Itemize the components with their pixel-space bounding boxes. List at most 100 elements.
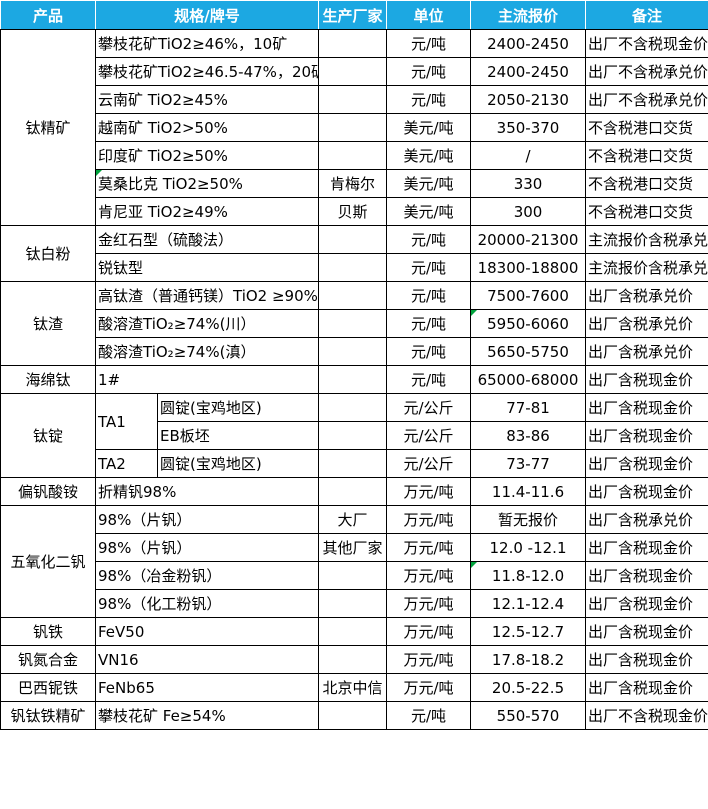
note-cell: 不含税港口交货 <box>585 113 708 142</box>
table-row: EB板坯 元/公斤 83-86 出厂含税现金价 <box>1 421 708 450</box>
unit-cell: 元/吨 <box>386 309 472 338</box>
price-cell: 20.5-22.5 <box>470 673 587 702</box>
table-row: 钛渣 高钛渣（普通钙镁）TiO2 ≥90% 元/吨 7500-7600 出厂含税… <box>0 281 708 366</box>
spec-cell: 越南矿 TiO2>50% <box>94 113 320 142</box>
spec-cell: 98%（冶金粉钒） <box>94 561 320 590</box>
table-row: 98%（化工粉钒） 万元/吨 12.1-12.4 出厂含税现金价 <box>1 589 708 618</box>
grade-cell: TA2 <box>95 449 158 478</box>
price-cell: 12.0 -12.1 <box>470 533 587 562</box>
table-row: 五氧化二钒 98%（片钒） 大厂 万元/吨 暂无报价 出厂含税承兑价 <box>0 505 708 618</box>
maker-cell <box>318 477 388 506</box>
table-row: 海绵钛 1# 元/吨 65000-68000 出厂含税现金价 <box>0 365 708 394</box>
note-cell: 出厂不含税现金价 <box>585 29 708 58</box>
maker-cell <box>318 645 388 674</box>
unit-cell: 元/公斤 <box>386 449 472 478</box>
note-cell: 出厂含税现金价 <box>585 365 708 394</box>
maker-cell: 北京中信 <box>318 673 388 702</box>
spec-cell: 98%（片钒） <box>94 505 320 534</box>
product-cell: 钛白粉 <box>0 225 96 282</box>
maker-cell <box>318 449 388 478</box>
note-cell: 出厂含税现金价 <box>585 561 708 590</box>
table-row: 98%（冶金粉钒） 万元/吨 11.8-12.0 出厂含税现金价 <box>1 561 708 590</box>
price-cell: 7500-7600 <box>470 281 587 310</box>
maker-cell <box>318 393 388 422</box>
table-row: 巴西铌铁 FeNb65 北京中信 万元/吨 20.5-22.5 出厂含税现金价 <box>0 673 708 702</box>
price-cell: 73-77 <box>470 449 587 478</box>
note-cell: 出厂不含税承兑价 <box>585 57 708 86</box>
unit-cell: 元/吨 <box>386 29 472 58</box>
price-text: 11.8-12.0 <box>491 566 565 585</box>
maker-cell <box>318 225 388 254</box>
table-row: 肯尼亚 TiO2≥49% 贝斯 美元/吨 300 不含税港口交货 <box>1 197 708 226</box>
maker-cell: 肯梅尔 <box>318 169 388 198</box>
unit-cell: 元/吨 <box>386 365 472 394</box>
form-cell: EB板坯 <box>156 421 320 450</box>
note-cell: 主流报价含税承兑 <box>585 225 708 254</box>
maker-cell <box>318 85 388 114</box>
header-spec: 规格/牌号 <box>94 0 320 30</box>
note-cell: 出厂含税现金价 <box>585 533 708 562</box>
note-cell: 不含税港口交货 <box>585 197 708 226</box>
spec-cell: VN16 <box>94 645 320 674</box>
price-cell: 350-370 <box>470 113 587 142</box>
table-row: 锐钛型 元/吨 18300-18800 主流报价含税承兑 <box>1 253 708 282</box>
note-cell: 出厂含税现金价 <box>585 617 708 646</box>
table-row: 酸溶渣TiO₂≥74%(川） 元/吨 5950-6060 出厂含税承兑价 <box>1 309 708 338</box>
price-cell: 550-570 <box>470 701 587 730</box>
table-row: 98%（片钒） 其他厂家 万元/吨 12.0 -12.1 出厂含税现金价 <box>1 533 708 562</box>
maker-cell <box>318 141 388 170</box>
spec-cell: 云南矿 TiO2≥45% <box>94 85 320 114</box>
header-row: 产品 规格/牌号 生产厂家 单位 主流报价 备注 <box>0 0 708 30</box>
maker-cell <box>318 29 388 58</box>
spec-cell: 肯尼亚 TiO2≥49% <box>94 197 320 226</box>
product-cell: 偏钒酸铵 <box>0 477 96 506</box>
unit-cell: 元/吨 <box>386 57 472 86</box>
note-cell: 出厂含税现金价 <box>585 449 708 478</box>
spec-cell: 攀枝花矿TiO2≥46.5-47%，20矿 <box>94 57 320 86</box>
comment-flag-icon <box>96 170 102 176</box>
spec-cell: 酸溶渣TiO₂≥74%(川） <box>94 309 320 338</box>
note-cell: 出厂含税承兑价 <box>585 281 708 310</box>
unit-cell: 万元/吨 <box>386 561 472 590</box>
table-row: 印度矿 TiO2≥50% 美元/吨 / 不含税港口交货 <box>1 141 708 170</box>
table-row: 攀枝花矿TiO2≥46.5-47%，20矿 元/吨 2400-2450 出厂不含… <box>1 57 708 86</box>
unit-cell: 元/吨 <box>386 85 472 114</box>
price-cell: 17.8-18.2 <box>470 645 587 674</box>
table-row: TA2 圆锭(宝鸡地区) 元/公斤 73-77 出厂含税现金价 <box>1 449 708 478</box>
note-cell: 不含税港口交货 <box>585 169 708 198</box>
unit-cell: 元/公斤 <box>386 421 472 450</box>
note-cell: 出厂含税现金价 <box>585 421 708 450</box>
spec-text: 莫桑比克 TiO2≥50% <box>98 175 243 193</box>
price-cell: 12.1-12.4 <box>470 589 587 618</box>
spec-cell: 高钛渣（普通钙镁）TiO2 ≥90% <box>94 281 320 310</box>
comment-flag-icon <box>471 310 478 316</box>
price-cell: / <box>470 141 587 170</box>
unit-cell: 元/吨 <box>386 337 472 366</box>
unit-cell: 元/吨 <box>386 225 472 254</box>
product-cell: 钒钛铁精矿 <box>0 701 96 730</box>
table-row: 云南矿 TiO2≥45% 元/吨 2050-2130 出厂不含税承兑价 <box>1 85 708 114</box>
product-cell: 钛锭 <box>0 393 96 478</box>
header-product: 产品 <box>0 0 96 30</box>
product-cell: 海绵钛 <box>0 365 96 394</box>
product-cell: 钛精矿 <box>0 29 96 226</box>
unit-cell: 万元/吨 <box>386 617 472 646</box>
unit-cell: 元/公斤 <box>386 393 472 422</box>
spec-cell: 攀枝花矿 Fe≥54% <box>94 701 320 730</box>
header-unit: 单位 <box>386 0 472 30</box>
note-cell: 出厂含税承兑价 <box>585 505 708 534</box>
price-cell: 5950-6060 <box>470 309 587 338</box>
product-cell: 巴西铌铁 <box>0 673 96 702</box>
price-cell: 暂无报价 <box>470 505 587 534</box>
table-row: 钛精矿 攀枝花矿TiO2≥46%，10矿 元/吨 2400-2450 出厂不含税… <box>0 29 708 226</box>
note-cell: 出厂含税承兑价 <box>585 337 708 366</box>
product-cell: 五氧化二钒 <box>0 505 96 618</box>
price-cell: 2050-2130 <box>470 85 587 114</box>
price-cell: 20000-21300 <box>470 225 587 254</box>
price-cell: 83-86 <box>470 421 587 450</box>
unit-cell: 万元/吨 <box>386 477 472 506</box>
table-row: 越南矿 TiO2>50% 美元/吨 350-370 不含税港口交货 <box>1 113 708 142</box>
maker-cell <box>318 561 388 590</box>
spec-cell: 金红石型（硫酸法） <box>94 225 320 254</box>
table-row: 莫桑比克 TiO2≥50% 肯梅尔 美元/吨 330 不含税港口交货 <box>1 169 708 198</box>
